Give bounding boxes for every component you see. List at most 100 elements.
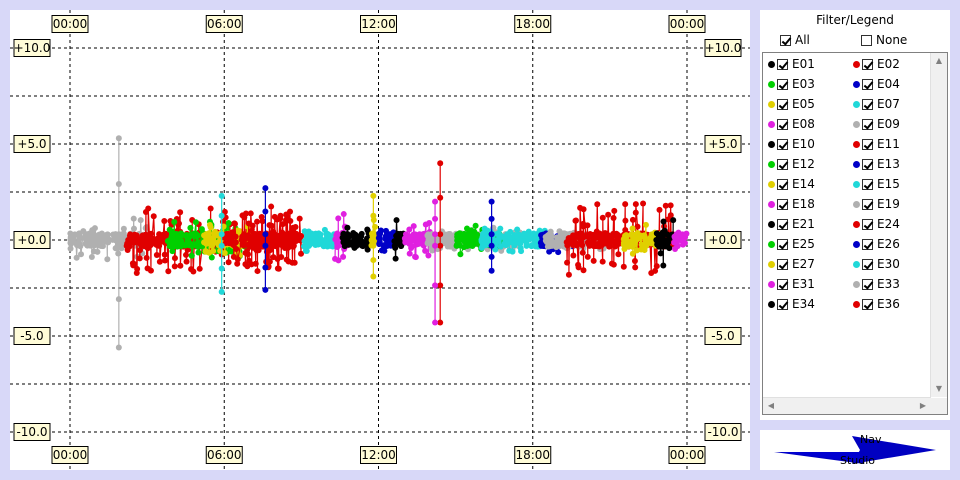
y-tick-label-right-box bbox=[704, 231, 742, 249]
series-checkbox[interactable] bbox=[862, 179, 873, 190]
data-point bbox=[161, 217, 168, 224]
series-checkbox[interactable] bbox=[862, 219, 873, 230]
data-point bbox=[218, 288, 225, 295]
legend-item-e27[interactable]: E27 bbox=[768, 255, 815, 273]
legend-list[interactable]: ▲ ▼ ◀ ▶ E01 E02 E03 E04 E05 E07 E08 E09 E10 E11 E1… bbox=[762, 52, 948, 415]
series-checkbox[interactable] bbox=[777, 219, 788, 230]
legend-item-e36[interactable]: E36 bbox=[853, 295, 900, 313]
series-checkbox[interactable] bbox=[862, 199, 873, 210]
legend-item-e11[interactable]: E11 bbox=[853, 135, 900, 153]
data-point bbox=[515, 231, 522, 238]
data-point bbox=[432, 231, 439, 238]
data-point bbox=[665, 239, 672, 246]
series-color-dot bbox=[768, 121, 775, 128]
legend-item-e34[interactable]: E34 bbox=[768, 295, 815, 313]
series-checkbox[interactable] bbox=[862, 119, 873, 130]
data-point bbox=[548, 233, 555, 240]
series-checkbox[interactable] bbox=[777, 199, 788, 210]
scroll-down-arrow-icon[interactable]: ▼ bbox=[935, 384, 943, 393]
legend-item-e09[interactable]: E09 bbox=[853, 115, 900, 133]
all-checkbox[interactable] bbox=[780, 35, 791, 46]
legend-item-e30[interactable]: E30 bbox=[853, 255, 900, 273]
data-point bbox=[629, 216, 636, 223]
series-checkbox[interactable] bbox=[777, 79, 788, 90]
series-label: E21 bbox=[792, 217, 815, 231]
series-checkbox[interactable] bbox=[862, 139, 873, 150]
series-checkbox[interactable] bbox=[862, 299, 873, 310]
legend-item-e15[interactable]: E15 bbox=[853, 175, 900, 193]
data-point bbox=[344, 224, 351, 231]
legend-item-e10[interactable]: E10 bbox=[768, 135, 815, 153]
data-point bbox=[241, 214, 248, 221]
series-label: E12 bbox=[792, 157, 815, 171]
data-point bbox=[266, 247, 273, 254]
scroll-left-arrow-icon[interactable]: ◀ bbox=[767, 401, 775, 410]
y-tick-label-right-box bbox=[704, 135, 742, 153]
series-checkbox[interactable] bbox=[777, 179, 788, 190]
select-none-toggle[interactable]: None bbox=[861, 33, 907, 47]
legend-item-e19[interactable]: E19 bbox=[853, 195, 900, 213]
y-tick-label-right: +5.0 bbox=[704, 135, 742, 153]
vertical-scrollbar[interactable]: ▲ ▼ bbox=[930, 53, 947, 397]
series-checkbox[interactable] bbox=[777, 239, 788, 250]
series-checkbox[interactable] bbox=[862, 99, 873, 110]
series-checkbox[interactable] bbox=[862, 79, 873, 90]
legend-item-e03[interactable]: E03 bbox=[768, 75, 815, 93]
data-point bbox=[262, 242, 269, 249]
legend-item-e21[interactable]: E21 bbox=[768, 215, 815, 233]
series-checkbox[interactable] bbox=[862, 279, 873, 290]
data-point bbox=[266, 222, 273, 229]
legend-item-e08[interactable]: E08 bbox=[768, 115, 815, 133]
series-color-dot bbox=[853, 301, 860, 308]
legend-item-e01[interactable]: E01 bbox=[768, 55, 815, 73]
data-point bbox=[99, 243, 106, 250]
legend-item-e33[interactable]: E33 bbox=[853, 275, 900, 293]
series-label: E01 bbox=[792, 57, 815, 71]
legend-item-e14[interactable]: E14 bbox=[768, 175, 815, 193]
series-checkbox[interactable] bbox=[777, 119, 788, 130]
legend-item-e26[interactable]: E26 bbox=[853, 235, 900, 253]
series-checkbox[interactable] bbox=[777, 59, 788, 70]
legend-item-e13[interactable]: E13 bbox=[853, 155, 900, 173]
y-tick-label-left: +0.0 bbox=[13, 231, 51, 249]
select-all-toggle[interactable]: All bbox=[780, 33, 810, 47]
legend-item-e02[interactable]: E02 bbox=[853, 55, 900, 73]
data-point bbox=[78, 251, 85, 258]
series-checkbox[interactable] bbox=[777, 259, 788, 270]
series-label: E31 bbox=[792, 277, 815, 291]
data-point bbox=[488, 215, 495, 222]
series-checkbox[interactable] bbox=[862, 59, 873, 70]
series-checkbox[interactable] bbox=[777, 159, 788, 170]
series-checkbox[interactable] bbox=[862, 159, 873, 170]
legend-item-e18[interactable]: E18 bbox=[768, 195, 815, 213]
series-checkbox[interactable] bbox=[777, 139, 788, 150]
legend-item-e04[interactable]: E04 bbox=[853, 75, 900, 93]
none-checkbox[interactable] bbox=[861, 35, 872, 46]
data-point bbox=[147, 267, 154, 274]
data-point bbox=[259, 218, 266, 225]
series-checkbox[interactable] bbox=[862, 239, 873, 250]
scroll-up-arrow-icon[interactable]: ▲ bbox=[935, 56, 943, 65]
legend-item-e07[interactable]: E07 bbox=[853, 95, 900, 113]
series-checkbox[interactable] bbox=[862, 259, 873, 270]
legend-item-e25[interactable]: E25 bbox=[768, 235, 815, 253]
series-checkbox[interactable] bbox=[777, 279, 788, 290]
series-checkbox[interactable] bbox=[777, 99, 788, 110]
scroll-right-arrow-icon[interactable]: ▶ bbox=[919, 401, 927, 410]
data-point bbox=[278, 254, 285, 261]
horizontal-scrollbar[interactable]: ◀ ▶ bbox=[763, 397, 931, 414]
legend-item-e24[interactable]: E24 bbox=[853, 215, 900, 233]
data-point bbox=[555, 249, 562, 256]
data-point bbox=[662, 202, 669, 209]
x-tick-label-top: 00:00 bbox=[668, 15, 706, 33]
series-checkbox[interactable] bbox=[777, 299, 788, 310]
legend-item-e31[interactable]: E31 bbox=[768, 275, 815, 293]
legend-item-e12[interactable]: E12 bbox=[768, 155, 815, 173]
series-color-dot bbox=[768, 101, 775, 108]
series-color-dot bbox=[768, 201, 775, 208]
series-label: E26 bbox=[877, 237, 900, 251]
series-color-dot bbox=[853, 81, 860, 88]
legend-item-e05[interactable]: E05 bbox=[768, 95, 815, 113]
nav-studio-logo[interactable]: Nav Studio bbox=[760, 430, 950, 470]
data-point bbox=[317, 231, 324, 238]
